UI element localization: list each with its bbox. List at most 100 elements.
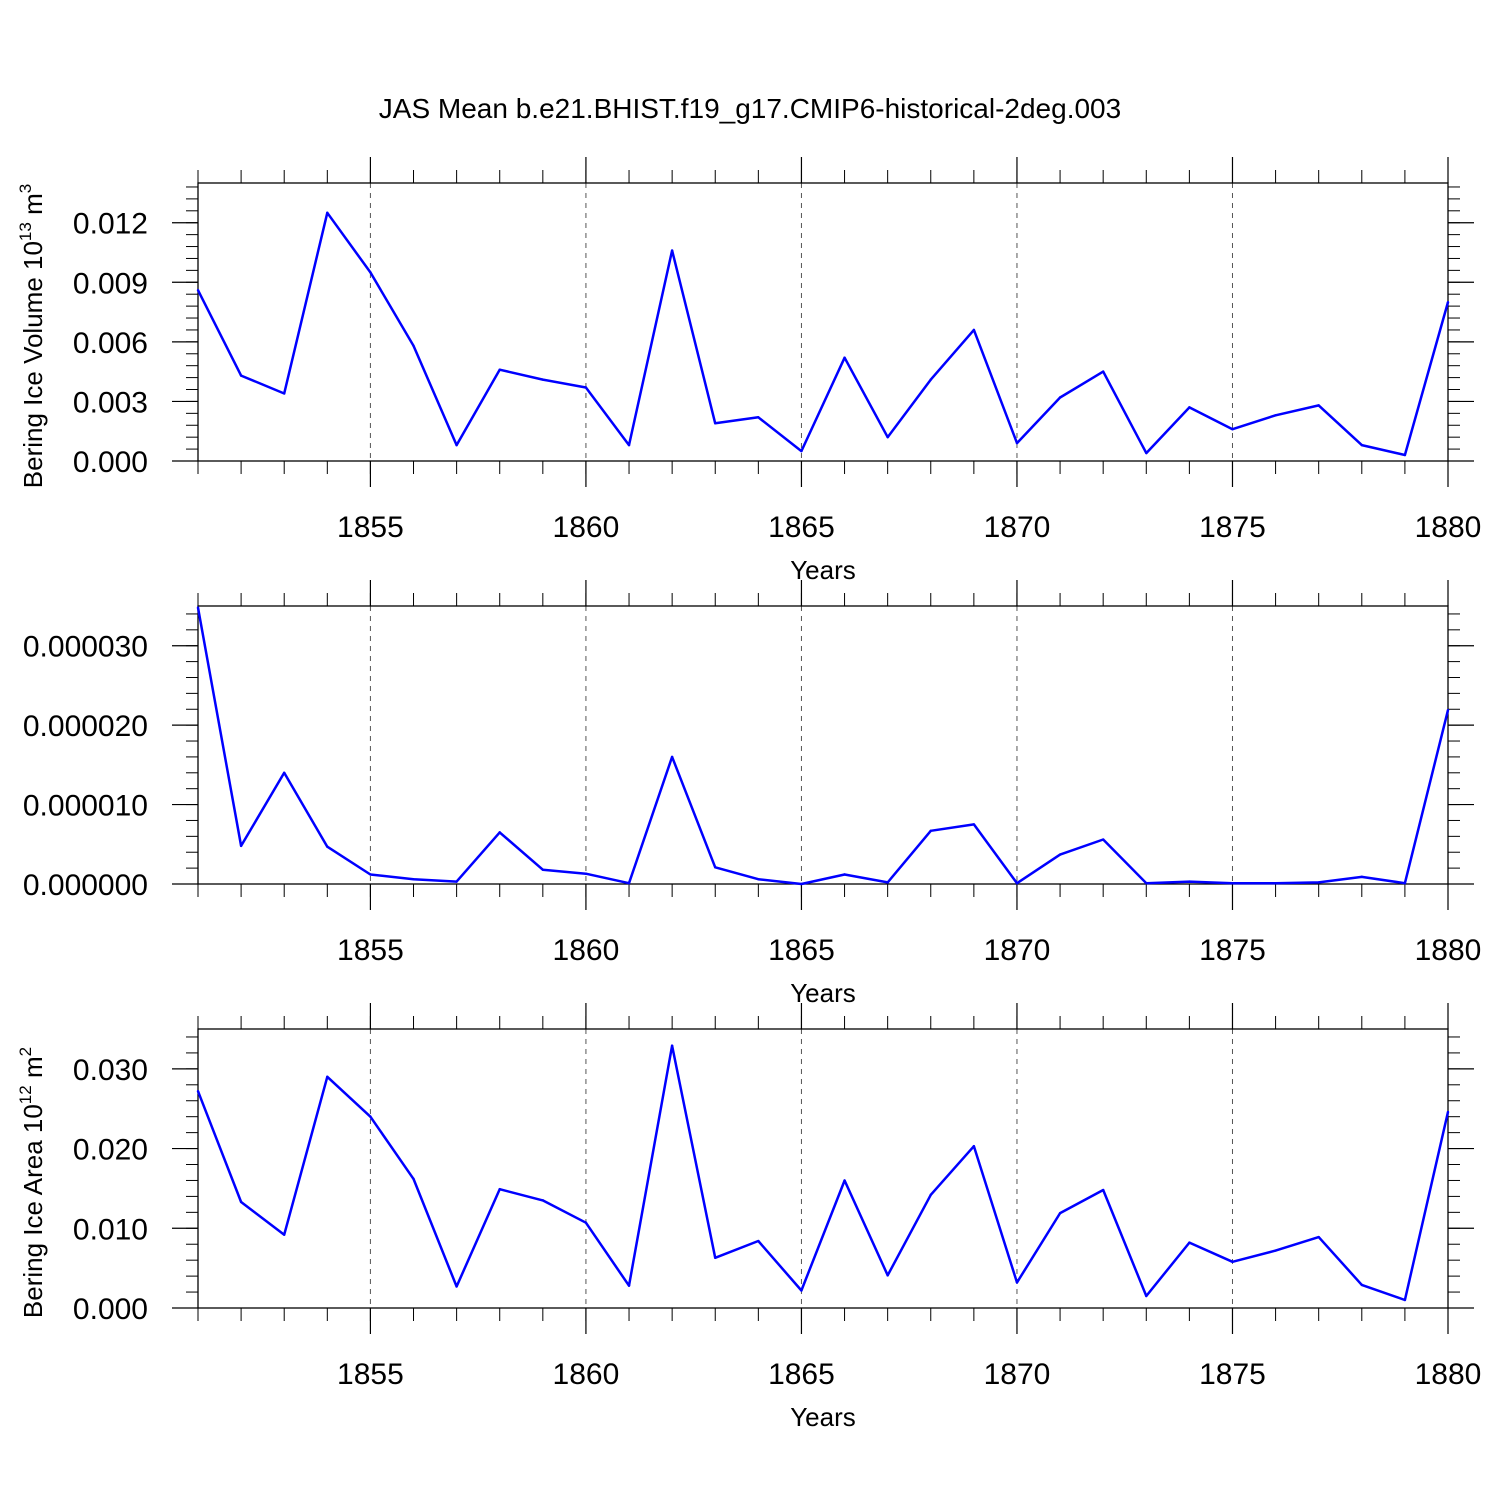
data-point <box>196 289 200 292</box>
data-point <box>843 1179 846 1182</box>
middle-panel: 1855 1860 1865 1870 1875 1880 0.000000 0.000010… <box>23 580 1482 1008</box>
data-point <box>757 1239 760 1243</box>
data-point <box>886 435 889 439</box>
series-line <box>196 211 1450 457</box>
y-tick-label: 0.000 <box>73 1293 148 1326</box>
x-tick-label: 1855 <box>337 1358 404 1391</box>
x-tick-label: 1875 <box>1199 511 1266 544</box>
data-point <box>283 1233 286 1236</box>
x-tick-label: 1870 <box>984 511 1051 544</box>
data-point <box>412 344 415 348</box>
data-point <box>1446 300 1450 304</box>
data-point <box>627 443 631 447</box>
x-tick-label: 1870 <box>984 1358 1051 1391</box>
data-point <box>1360 443 1363 447</box>
data-point <box>1101 1188 1105 1192</box>
data-point <box>714 1256 717 1259</box>
x-tick-label: 1880 <box>1415 1358 1482 1391</box>
data-point <box>455 1285 458 1288</box>
data-point <box>929 829 932 832</box>
data-point <box>1317 404 1320 407</box>
data-point <box>283 392 286 395</box>
x-tick-label: 1870 <box>984 934 1051 967</box>
data-point <box>498 368 501 371</box>
data-point <box>1058 853 1062 856</box>
data-point <box>498 1188 501 1191</box>
x-axis-label: Years <box>790 1402 856 1432</box>
series-line <box>196 607 1450 886</box>
data-point <box>929 378 932 381</box>
data-point <box>541 1199 545 1202</box>
data-point <box>972 328 976 332</box>
x-tick-label: 1865 <box>768 511 835 544</box>
data-point <box>1360 1283 1363 1287</box>
data-point <box>541 378 545 381</box>
data-point <box>1446 708 1450 712</box>
x-tick-label: 1860 <box>553 511 620 544</box>
chart-title: JAS Mean b.e21.BHIST.f19_g17.CMIP6-histo… <box>379 93 1121 124</box>
data-point <box>1058 1211 1062 1215</box>
data-point <box>326 1075 329 1079</box>
data-point <box>886 1274 889 1277</box>
data-point <box>584 386 588 389</box>
data-point <box>800 882 803 886</box>
data-point <box>239 844 243 848</box>
data-point <box>1145 882 1148 885</box>
y-tick-label: 0.020 <box>73 1134 148 1167</box>
data-point <box>412 878 415 881</box>
x-tick-label: 1875 <box>1199 1358 1266 1391</box>
data-point <box>1231 882 1234 885</box>
data-point <box>800 1289 803 1292</box>
data-point <box>369 1115 372 1118</box>
data-point <box>843 873 846 876</box>
data-point <box>1101 370 1105 373</box>
ice-volume-panel: 1855 1860 1865 1870 1875 1880 0.000 0.003 0.006 0… <box>16 157 1481 585</box>
data-point <box>1188 406 1191 409</box>
data-point <box>800 449 803 453</box>
data-point <box>541 868 545 871</box>
data-point <box>757 416 760 419</box>
y-tick-label: 0.010 <box>73 1213 148 1246</box>
plot-frame <box>197 182 1449 462</box>
x-tick-label: 1880 <box>1415 934 1482 967</box>
y-tick-label: 0.006 <box>73 327 148 360</box>
data-point <box>326 211 329 214</box>
data-point <box>972 1144 976 1148</box>
data-point <box>239 374 243 377</box>
data-point <box>584 1221 588 1224</box>
y-tick-label: 0.012 <box>73 208 148 241</box>
x-tick-label: 1865 <box>768 934 835 967</box>
x-tick-label: 1880 <box>1415 511 1482 544</box>
data-point <box>843 356 846 359</box>
y-tick-label: 0.009 <box>73 267 148 300</box>
data-point <box>1188 1241 1191 1244</box>
x-tick-label: 1855 <box>337 511 404 544</box>
data-point <box>627 882 631 885</box>
data-point <box>283 771 286 774</box>
data-point <box>1231 1260 1234 1263</box>
data-point <box>196 606 200 609</box>
data-point <box>369 873 372 876</box>
x-tick-label: 1875 <box>1199 934 1266 967</box>
data-point <box>1360 875 1363 879</box>
x-tick-label: 1855 <box>337 934 404 967</box>
plot-frame <box>197 605 1449 885</box>
data-point <box>412 1177 415 1181</box>
x-axis-label: Years <box>790 555 856 585</box>
data-point <box>1446 1110 1450 1114</box>
data-point <box>670 755 674 759</box>
x-tick-label: 1865 <box>768 1358 835 1391</box>
data-point <box>1317 1235 1320 1239</box>
data-point <box>886 881 889 884</box>
data-point <box>1403 453 1407 457</box>
data-point <box>1145 451 1148 455</box>
x-tick-label: 1860 <box>553 934 620 967</box>
data-point <box>326 845 329 848</box>
data-point <box>929 1193 932 1197</box>
data-point <box>1188 880 1191 883</box>
ice-area-panel: 1855 1860 1865 1870 1875 1880 0.000 0.010 0.020 0… <box>16 1003 1481 1432</box>
data-point <box>455 880 458 883</box>
data-point <box>1015 441 1019 445</box>
x-axis-label: Years <box>790 978 856 1008</box>
